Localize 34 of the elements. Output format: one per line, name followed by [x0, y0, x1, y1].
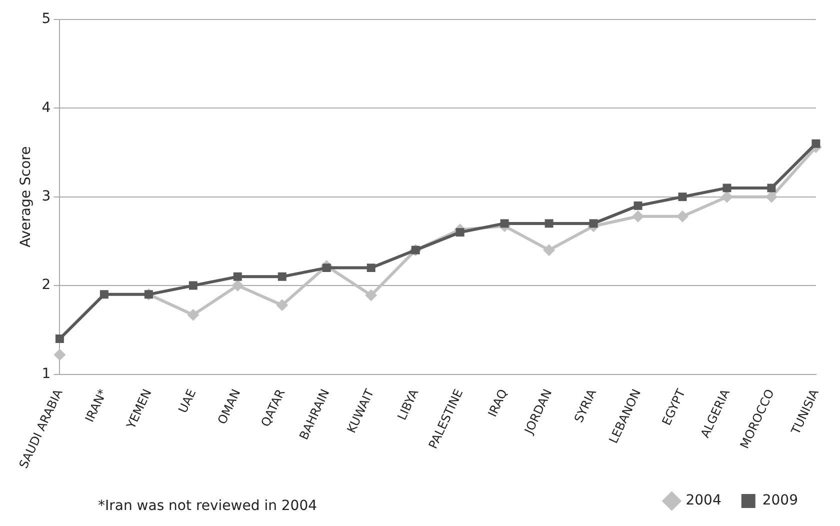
y-axis-title: Average Score [18, 146, 34, 248]
y-tick-label: 2 [42, 277, 51, 294]
point [187, 308, 200, 321]
point [55, 334, 64, 344]
point [365, 289, 378, 302]
point [812, 139, 820, 148]
point [722, 184, 732, 192]
legend-label: 2009 [762, 492, 798, 509]
point [188, 281, 198, 290]
legend-label: 2004 [686, 492, 722, 509]
point [678, 192, 687, 202]
point [720, 190, 733, 203]
point [544, 219, 554, 228]
point [322, 264, 331, 272]
y-tick-label: 5 [42, 11, 51, 28]
text: *Iran was not reviewed in 2004 [98, 498, 318, 514]
point [54, 348, 66, 361]
point [276, 299, 288, 312]
point [500, 219, 509, 228]
point [456, 228, 464, 237]
y-tick-label: 4 [42, 100, 51, 116]
point [278, 272, 286, 281]
y-tick-label: 1 [42, 366, 51, 382]
y-tick-label: 3 [42, 188, 51, 204]
x-tick-label: UAE [176, 386, 199, 416]
point [634, 201, 642, 210]
point [543, 244, 556, 256]
point [366, 264, 376, 272]
point [100, 290, 108, 299]
point [767, 184, 776, 192]
point [232, 280, 244, 292]
point [233, 272, 242, 281]
point [589, 219, 598, 228]
x-tick-label: IRAN* [82, 386, 110, 424]
